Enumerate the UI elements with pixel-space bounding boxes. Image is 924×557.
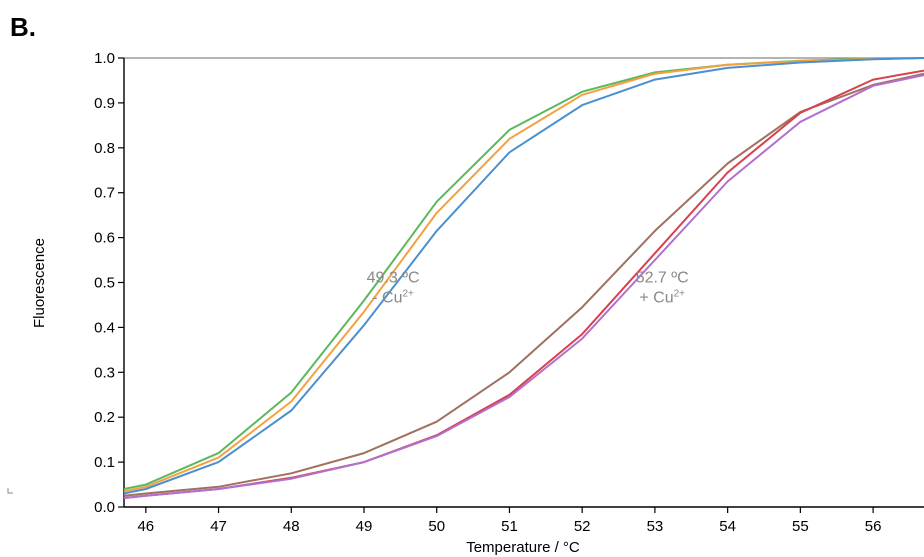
y-tick-label: 0.1 — [94, 454, 115, 471]
x-tick-label: 48 — [283, 518, 300, 535]
x-tick-label: 47 — [210, 518, 227, 535]
annotation-temperature-2: 52.7 ºC — [636, 270, 689, 287]
annotation-condition-2: + Cu2+ — [639, 289, 685, 307]
annotations: 49.3 ºC - Cu2+ 52.7 ºC + Cu2+ — [367, 270, 689, 307]
y-tick-label: 0.5 — [94, 275, 115, 292]
x-axis-ticks: 46 47 48 49 50 51 52 53 54 55 56 — [137, 507, 881, 535]
annotation-condition-1: - Cu2+ — [372, 289, 414, 307]
panel-label: B. — [10, 12, 36, 42]
series-lines — [123, 57, 924, 499]
x-tick-label: 54 — [719, 518, 736, 535]
y-tick-label: 0.2 — [94, 409, 115, 426]
crop-mark — [7, 488, 13, 494]
y-tick-label: 0.6 — [94, 230, 115, 247]
series-line-2 — [123, 57, 924, 493]
x-tick-label: 46 — [137, 518, 154, 535]
y-tick-label: 1.0 — [94, 50, 115, 67]
x-tick-label: 49 — [356, 518, 373, 535]
y-tick-label: 0.8 — [94, 140, 115, 157]
x-tick-label: 50 — [428, 518, 445, 535]
series-line-5 — [123, 69, 924, 499]
y-axis-ticks: 0.0 0.1 0.2 0.3 0.4 0.5 0.6 0.7 0.8 0.9 1.0 — [94, 50, 124, 516]
y-tick-label: 0.7 — [94, 185, 115, 202]
y-tick-label: 0.9 — [94, 95, 115, 112]
y-axis-title: Fluorescence — [31, 238, 48, 328]
series-line-3 — [123, 57, 924, 495]
y-tick-label: 0.3 — [94, 364, 115, 381]
annotation-temperature-1: 49.3 ºC — [367, 270, 420, 287]
y-tick-label: 0.4 — [94, 319, 115, 336]
plot-area: 0.0 0.1 0.2 0.3 0.4 0.5 0.6 0.7 0.8 0.9 1.0 46 47 48… — [94, 50, 924, 535]
x-tick-label: 56 — [865, 518, 882, 535]
series-line-6 — [123, 74, 924, 499]
x-tick-label: 51 — [501, 518, 518, 535]
x-tick-label: 55 — [792, 518, 809, 535]
x-tick-label: 53 — [647, 518, 664, 535]
x-tick-label: 52 — [574, 518, 591, 535]
y-tick-label: 0.0 — [94, 499, 115, 516]
series-line-1 — [123, 57, 924, 490]
x-axis-title: Temperature / °C — [466, 539, 580, 556]
